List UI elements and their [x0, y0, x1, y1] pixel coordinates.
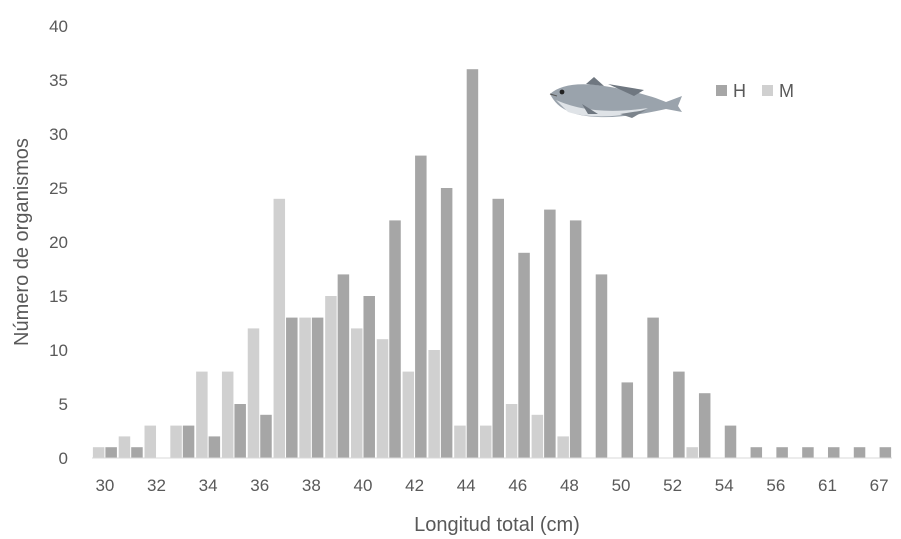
bar-h — [234, 404, 246, 458]
x-tick-label: 67 — [870, 476, 889, 495]
x-tick-label: 54 — [715, 476, 734, 495]
y-tick-label: 0 — [59, 449, 68, 468]
x-tick-label: 50 — [612, 476, 631, 495]
bar-m — [480, 425, 492, 458]
bar-h — [363, 296, 375, 458]
x-tick-label: 30 — [95, 476, 114, 495]
bar-m — [221, 371, 234, 458]
bar-m — [686, 447, 698, 458]
bar-m — [505, 404, 518, 458]
x-tick-label: 34 — [199, 476, 218, 495]
x-tick-label: 61 — [818, 476, 837, 495]
x-tick-label: 52 — [663, 476, 682, 495]
legend-swatch-h — [716, 85, 727, 96]
bar-h — [750, 447, 763, 458]
x-tick-label: 40 — [354, 476, 373, 495]
bar-m — [325, 296, 337, 458]
bar-h — [208, 436, 221, 458]
bar-h — [673, 371, 685, 458]
y-tick-label: 10 — [49, 341, 68, 360]
y-axis-title: Número de organismos — [11, 138, 33, 346]
bar-m — [196, 371, 208, 458]
bar-m — [402, 371, 415, 458]
bar-m — [247, 328, 260, 458]
bar-h — [286, 317, 298, 458]
x-tick-label: 42 — [405, 476, 424, 495]
bar-m — [376, 339, 389, 458]
bar-h — [621, 382, 634, 458]
y-tick-label: 40 — [49, 17, 68, 36]
y-tick-label: 20 — [49, 233, 68, 252]
bar-h — [569, 220, 582, 458]
y-tick-label: 30 — [49, 125, 68, 144]
bar-h — [802, 447, 814, 458]
x-tick-label: 48 — [560, 476, 579, 495]
y-tick-label: 35 — [49, 71, 68, 90]
bar-m — [299, 317, 311, 458]
bars — [92, 69, 892, 459]
bar-h — [595, 274, 608, 458]
legend-label-m: M — [779, 81, 794, 101]
x-tick-label: 44 — [457, 476, 476, 495]
bar-m — [92, 447, 105, 458]
x-tick-label: 32 — [147, 476, 166, 495]
bar-h — [131, 447, 143, 458]
bar-h — [311, 317, 324, 458]
bar-h — [724, 425, 737, 458]
bar-h — [466, 69, 479, 458]
bar-h — [492, 198, 504, 459]
bar-h — [853, 447, 866, 458]
legend-swatch-m — [762, 85, 773, 96]
bar-h — [879, 447, 892, 458]
x-axis-ticks: 30 32 34 36 38 40 42 44 46 48 50 52 54 56 61 67 — [95, 476, 888, 495]
bar-h — [698, 393, 711, 458]
bar-h — [440, 188, 453, 458]
y-axis-ticks: 0 5 10 15 20 25 30 35 40 — [49, 17, 68, 468]
bar-h — [518, 252, 530, 458]
bar-h — [105, 447, 117, 458]
bar-h — [647, 317, 659, 458]
bar-h — [544, 209, 556, 458]
x-tick-label: 38 — [302, 476, 321, 495]
bar-m — [531, 414, 544, 458]
legend-label-h: H — [733, 81, 746, 101]
y-tick-label: 5 — [59, 395, 68, 414]
x-tick-label: 56 — [766, 476, 785, 495]
bar-h — [827, 447, 840, 458]
bar-m — [428, 350, 440, 458]
bar-m — [144, 425, 157, 458]
y-tick-label: 25 — [49, 179, 68, 198]
bar-h — [260, 414, 272, 458]
bar-h — [182, 425, 195, 458]
bar-h — [389, 220, 401, 458]
y-tick-label: 15 — [49, 287, 68, 306]
bar-m — [118, 436, 131, 458]
bar-m — [557, 436, 569, 458]
bar-h — [337, 274, 350, 458]
x-tick-label: 36 — [250, 476, 269, 495]
bar-m — [350, 328, 363, 458]
legend: H M — [716, 81, 794, 101]
x-tick-label: 46 — [508, 476, 527, 495]
bar-m — [273, 198, 286, 459]
bar-h — [776, 447, 788, 458]
fish-icon — [549, 77, 682, 118]
x-axis-title: Longitud total (cm) — [414, 514, 580, 536]
bar-m — [454, 425, 466, 458]
bar-m — [170, 425, 182, 458]
bar-h — [415, 155, 427, 458]
